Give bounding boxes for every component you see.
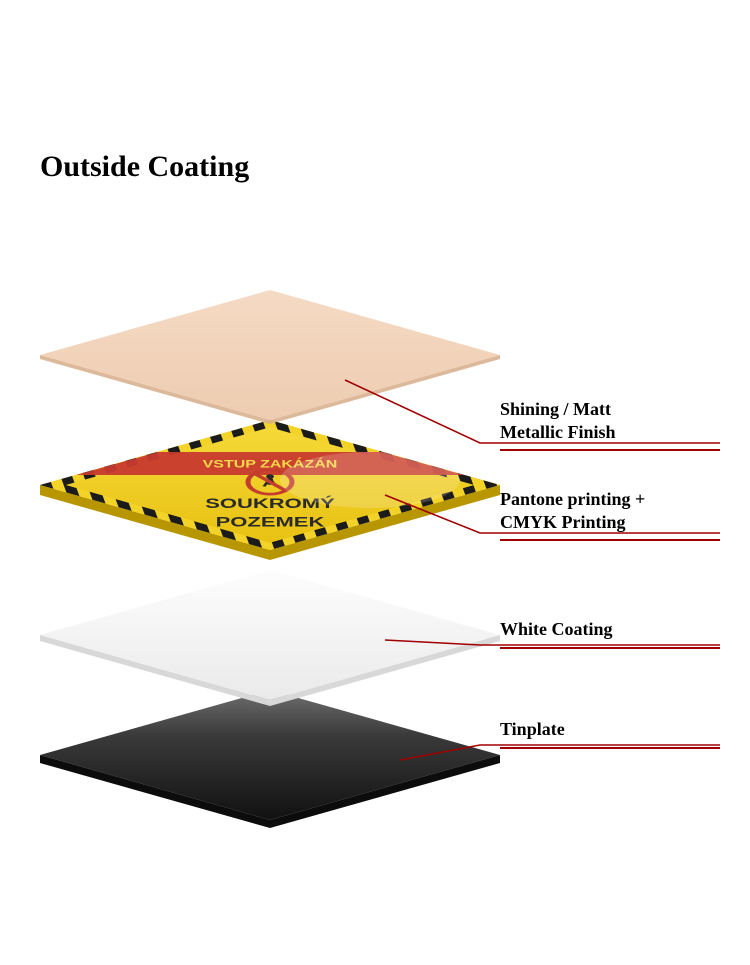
callout-4: Tinplate xyxy=(500,718,720,749)
callout-underline xyxy=(500,647,720,649)
layer-top-face xyxy=(40,290,500,420)
callout-underline xyxy=(500,449,720,451)
callout-1: Shining / MattMetallic Finish xyxy=(500,398,720,451)
callout-label: Tinplate xyxy=(500,718,720,745)
callout-3: White Coating xyxy=(500,618,720,649)
callout-underline xyxy=(500,747,720,749)
layer-top-face xyxy=(40,570,500,700)
callout-2: Pantone printing +CMYK Printing xyxy=(500,488,720,541)
sign-bottom-text-2: POZEMEK xyxy=(216,514,326,530)
layer-printed-sign: VSTUP ZAKÁZÁN SOUKROMÝ POZEMEK xyxy=(40,420,500,570)
layer-white-coating xyxy=(40,570,500,716)
layer-metallic-finish xyxy=(40,290,500,430)
callout-label: White Coating xyxy=(500,618,720,645)
exploded-diagram: VSTUP ZAKÁZÁN SOUKROMÝ POZEMEK xyxy=(0,0,750,965)
callout-label: Shining / MattMetallic Finish xyxy=(500,398,720,447)
callout-underline xyxy=(500,539,720,541)
callout-label: Pantone printing +CMYK Printing xyxy=(500,488,720,537)
